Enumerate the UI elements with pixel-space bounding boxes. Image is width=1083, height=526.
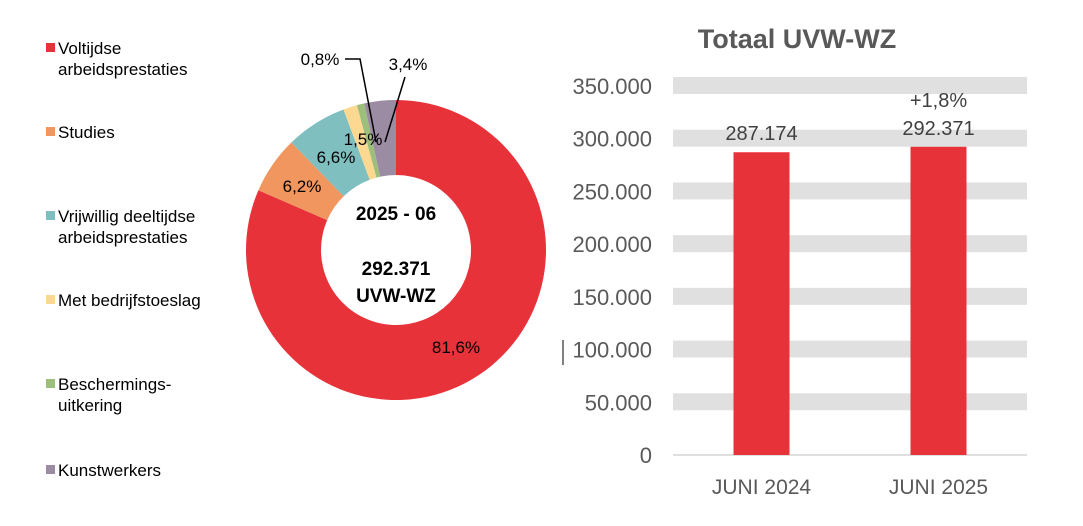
donut-slice [291, 109, 370, 197]
donut-chart: 81,6% 6,2% 6,6%1,5% 0,8% 3,4% 2025 - 06 292.37… [245, 50, 546, 400]
grid-band [673, 235, 1027, 253]
y-tick-label: 0 [640, 443, 652, 468]
legend-label: Studies [58, 123, 115, 142]
x-tick-label: JUNI 2025 [889, 476, 988, 499]
slice-label: 6,6% [317, 148, 356, 167]
y-tick-label: 250.000 [572, 179, 652, 204]
bar-chart-title: Totaal UVW-WZ [698, 24, 896, 54]
slice-label: 1,5% [344, 130, 383, 149]
x-tick-label: JUNI 2024 [712, 476, 812, 499]
donut-slice [343, 105, 377, 180]
y-tick-label: 150.000 [572, 285, 652, 310]
legend-item: Beschermings-uitkering [46, 374, 172, 416]
bar-value-label: 292.371 [902, 118, 974, 140]
grid-band [673, 287, 1027, 305]
legend-label: Beschermings- [58, 375, 172, 394]
legend-item: Kunstwerkers [46, 460, 161, 481]
donut-slice [356, 103, 381, 178]
y-tick-label: 300.000 [572, 127, 652, 152]
legend-label: arbeidsprestaties [58, 60, 188, 79]
grid-band [673, 182, 1027, 200]
legend-item: Voltijdse arbeidsprestaties [46, 38, 188, 80]
change-annotation: +1,8% [910, 90, 967, 112]
grid-band [673, 129, 1027, 147]
slice-label: 6,2% [283, 177, 322, 196]
bar-chart: Totaal UVW-WZ 0 50.000 100.000 150.000 200.00… [562, 24, 1027, 499]
legend-label: Vrijwillig deeltijdse [58, 207, 196, 226]
y-tick-label: 200.000 [572, 232, 652, 257]
legend-label: arbeidsprestaties [58, 228, 188, 247]
y-tick-label: 50.000 [585, 390, 652, 415]
legend-item: Vrijwillig deeltijdse arbeidsprestaties [46, 206, 196, 248]
legend-label: uitkering [58, 396, 123, 415]
bar [733, 152, 790, 455]
slice-label: 3,4% [389, 55, 428, 74]
legend-item: Met bedrijfstoeslag [46, 290, 201, 311]
legend-swatch [46, 211, 55, 220]
center-unit: UVW-WZ [356, 286, 436, 307]
legend-swatch [46, 379, 55, 388]
legend-swatch [46, 295, 55, 304]
grid-band [673, 77, 1027, 94]
legend-label: Met bedrijfstoeslag [58, 291, 201, 310]
slice-label: 0,8% [301, 50, 340, 69]
slice-label: 81,6% [432, 338, 480, 357]
legend-swatch [46, 465, 55, 474]
leader-line [345, 58, 377, 143]
legend-swatch [46, 127, 55, 136]
leader-line [384, 76, 406, 143]
legend-label: Kunstwerkers [58, 461, 161, 480]
y-tick-label: 100.000 [572, 338, 652, 363]
center-period: 2025 - 06 [356, 204, 436, 225]
donut-slice [245, 100, 546, 400]
legend-item: Studies [46, 122, 115, 143]
center-total: 292.371 [362, 259, 431, 280]
grid-band [673, 393, 1027, 411]
y-tick-label: 350.000 [572, 74, 652, 99]
bar-value-label: 287.174 [725, 123, 797, 145]
grid-band [673, 340, 1027, 358]
legend-swatch [46, 43, 55, 52]
donut-slice [258, 142, 344, 221]
bar [910, 146, 967, 455]
legend-label: Voltijdse [58, 39, 122, 58]
